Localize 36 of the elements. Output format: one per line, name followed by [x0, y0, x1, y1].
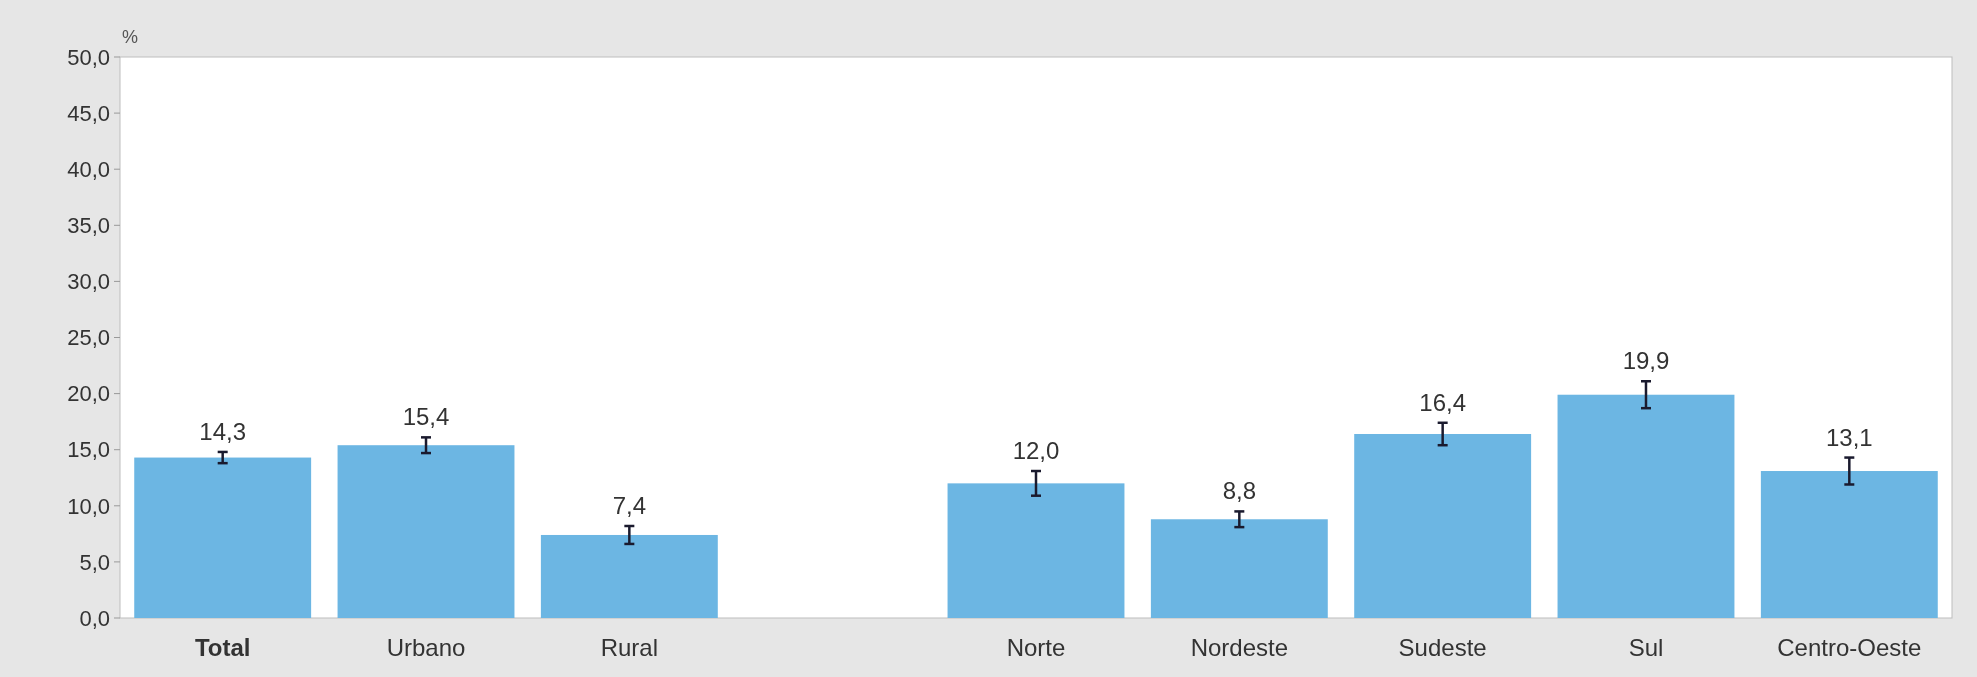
x-tick-label: Nordeste [1190, 634, 1289, 661]
y-tick-label: 5,0 [79, 549, 110, 575]
x-tick-label: Total [194, 634, 251, 661]
bar [540, 534, 718, 618]
bar [1557, 394, 1735, 618]
y-tick-label: 40,0 [67, 156, 110, 182]
y-tick-label: 30,0 [67, 269, 110, 295]
bar [134, 457, 312, 618]
y-tick-label: 10,0 [67, 493, 110, 519]
bar [1354, 433, 1532, 618]
y-tick-label: 25,0 [67, 325, 110, 351]
data-label: 15,4 [402, 403, 450, 431]
data-label: 19,9 [1622, 347, 1670, 375]
x-tick-label: Sudeste [1398, 634, 1487, 661]
data-label: 13,1 [1825, 423, 1873, 451]
y-tick-label: 20,0 [67, 381, 110, 407]
y-tick-label: 50,0 [67, 44, 110, 70]
data-label: 7,4 [612, 492, 647, 519]
x-tick-label: Centro-Oeste [1777, 634, 1922, 661]
x-tick-label: Norte [1006, 634, 1066, 661]
data-label: 14,3 [199, 417, 247, 445]
x-tick-label: Urbano [386, 634, 466, 661]
y-tick-label: 0,0 [79, 605, 110, 631]
y-tick-label: 45,0 [67, 100, 110, 126]
x-tick-label: Sul [1628, 634, 1664, 661]
y-tick-label: 35,0 [67, 213, 110, 238]
bar [1760, 471, 1938, 618]
bar [947, 483, 1125, 618]
bar [337, 445, 515, 618]
data-label: 16,4 [1419, 388, 1467, 416]
y-tick-label: 15,0 [67, 437, 110, 463]
data-label: 8,8 [1222, 477, 1257, 505]
y-axis-title: % [122, 27, 139, 47]
bar [1150, 519, 1328, 618]
x-tick-label: Rural [600, 634, 659, 661]
data-label: 12,0 [1012, 437, 1060, 465]
